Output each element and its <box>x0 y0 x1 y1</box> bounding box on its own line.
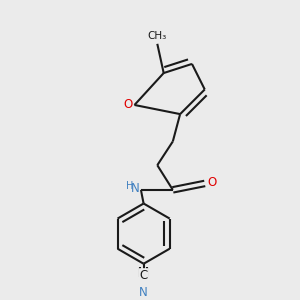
Text: N: N <box>139 286 148 298</box>
Text: O: O <box>207 176 216 189</box>
Text: C: C <box>140 269 148 282</box>
Text: CH₃: CH₃ <box>148 31 167 41</box>
Text: N: N <box>131 182 140 195</box>
Text: H: H <box>126 181 134 191</box>
Text: O: O <box>123 98 132 112</box>
